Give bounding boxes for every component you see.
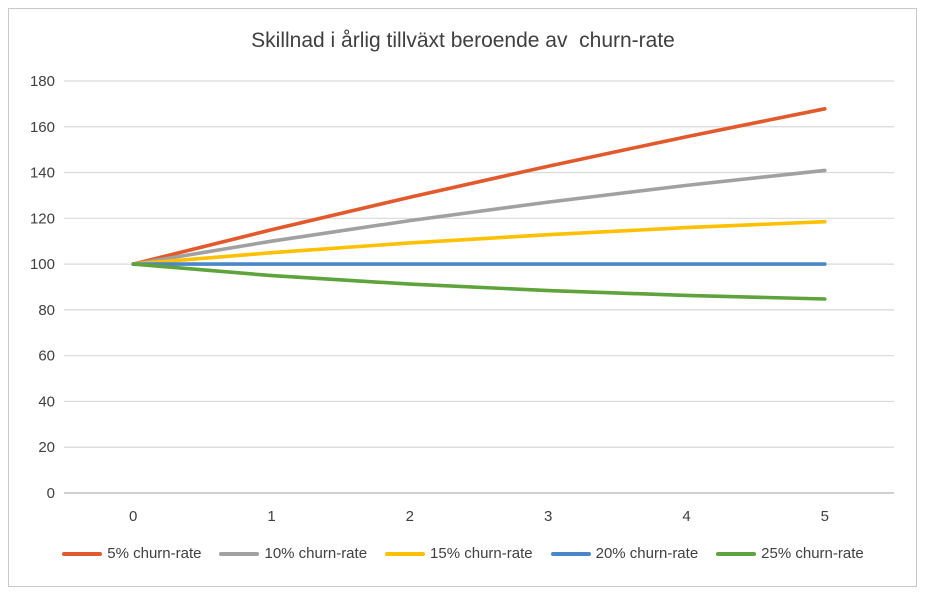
series-line-10-churn-rate (131, 168, 827, 266)
series-line-25-churn-rate (131, 262, 827, 301)
legend-line-swatch (550, 551, 591, 556)
legend-line-swatch (62, 551, 103, 556)
y-tick-label: 20 (38, 439, 55, 456)
legend-line-swatch (385, 551, 426, 556)
y-tick-label: 40 (38, 393, 55, 410)
legend-label: 20% churn-rate (595, 545, 699, 562)
legend-label: 5% churn-rate (107, 545, 202, 562)
x-tick-label: 3 (544, 508, 552, 525)
chart-title: Skillnad i årlig tillväxt beroende av ch… (251, 29, 675, 52)
x-tick-label: 2 (406, 508, 414, 525)
y-tick-label: 0 (47, 485, 55, 502)
legend-item: 10% churn-rate (219, 545, 367, 562)
legend-label: 10% churn-rate (264, 545, 368, 562)
y-tick-label: 160 (30, 119, 55, 136)
y-tick-label: 140 (30, 165, 55, 182)
x-tick-label: 1 (267, 508, 275, 525)
x-tick-label: 5 (821, 508, 829, 525)
y-tick-label: 180 (30, 73, 55, 90)
y-tick-label: 120 (30, 210, 55, 227)
legend-line-swatch (716, 551, 757, 556)
legend-item: 5% churn-rate (62, 545, 201, 562)
legend-label: 25% churn-rate (761, 545, 864, 562)
legend: 5% churn-rate 10% churn-rate 15% churn-rat… (0, 545, 926, 562)
x-tick-label: 4 (682, 508, 690, 525)
x-tick-label: 0 (129, 508, 137, 525)
y-tick-label: 80 (38, 302, 55, 319)
legend-line-swatch (219, 551, 260, 556)
series-line-5-churn-rate (131, 107, 827, 266)
series-line-15-churn-rate (131, 219, 827, 266)
legend-item: 25% churn-rate (716, 545, 864, 562)
y-tick-label: 60 (38, 348, 55, 365)
legend-item: 15% churn-rate (385, 545, 533, 562)
y-tick-label: 100 (30, 256, 55, 273)
legend-item: 20% churn-rate (550, 545, 699, 562)
legend-label: 15% churn-rate (430, 545, 533, 562)
